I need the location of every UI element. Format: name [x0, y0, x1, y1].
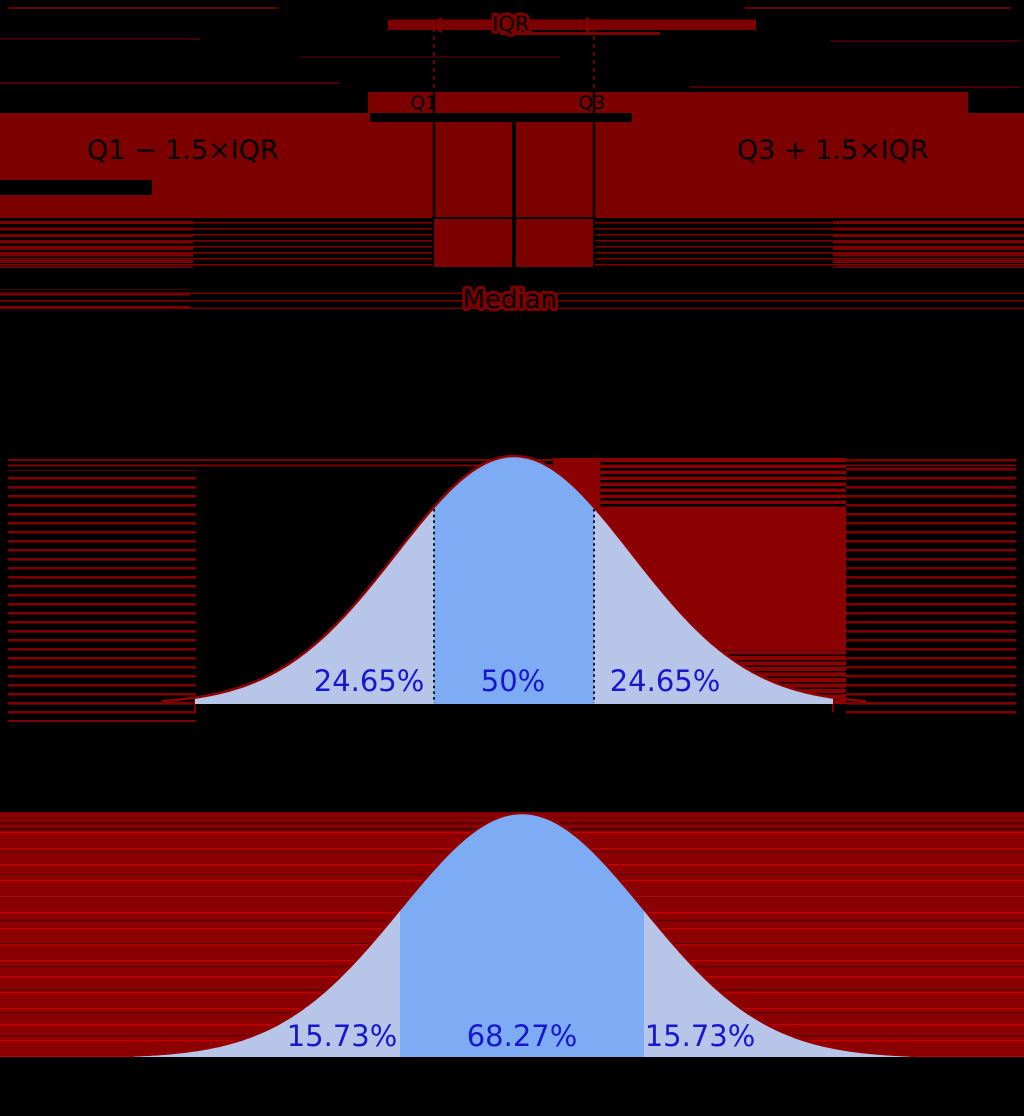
red-block-texture [600, 462, 846, 508]
pdf1-right-percent: 24.65% [610, 664, 721, 698]
scanline-artifact [500, 32, 660, 35]
pdf2-left-percent: 15.73% [287, 1019, 398, 1053]
pdf1-middle-percent: 50% [481, 664, 545, 698]
pdf2-right-percent: 15.73% [645, 1019, 756, 1053]
whisker-strip-stripes-right [833, 218, 1024, 268]
scanline-artifact [690, 86, 1020, 88]
iqr-arrowhead-right-icon [586, 17, 600, 33]
scanline-artifact [0, 38, 200, 40]
q1-label: Q1 [410, 92, 437, 114]
pdf1-inner-fill [434, 456, 594, 704]
scanline-artifact [300, 56, 560, 58]
whisker-strip-stripes-left [0, 218, 193, 268]
lower-whisker-label: Q1 − 1.5×IQR [87, 135, 279, 166]
boxplot-section: IQR Q1 Q3 Q1 − 1.5×IQR Q3 + 1.5×IQR Medi… [0, 7, 1024, 318]
scanline-artifact [745, 7, 1010, 9]
band-gap [0, 180, 152, 195]
scanline-artifact [0, 82, 340, 84]
scanline-artifact [830, 40, 1020, 42]
pdf2-inner-fill [400, 813, 644, 1057]
iqr-arrowhead-left-icon [428, 17, 442, 33]
stripes-below-box-left [0, 289, 190, 310]
pdf1-left-percent: 24.65% [314, 664, 425, 698]
scanline-artifacts-top [0, 7, 1020, 88]
pdf-sigma-section: 15.73% 68.27% 15.73% [0, 811, 1024, 1057]
stripes-below-box [0, 288, 1024, 310]
band-q-labels [368, 92, 968, 113]
band-gap [370, 113, 632, 122]
stripes-left-of-curve [8, 470, 196, 722]
iqr-label: IQR [492, 12, 529, 36]
stripes-right-of-curve [846, 458, 1016, 720]
iqr-arrow [388, 19, 756, 30]
median-label: Median [463, 285, 558, 315]
pdf-quartile-section: 24.65% 50% 24.65% [8, 454, 1016, 722]
q3-label: Q3 [578, 92, 605, 114]
upper-whisker-label: Q3 + 1.5×IQR [737, 135, 929, 166]
pdf2-curve [127, 811, 917, 1057]
scanline-artifact [8, 7, 278, 9]
pdf1-curve [161, 454, 867, 703]
pdf2-middle-percent: 68.27% [467, 1019, 578, 1053]
